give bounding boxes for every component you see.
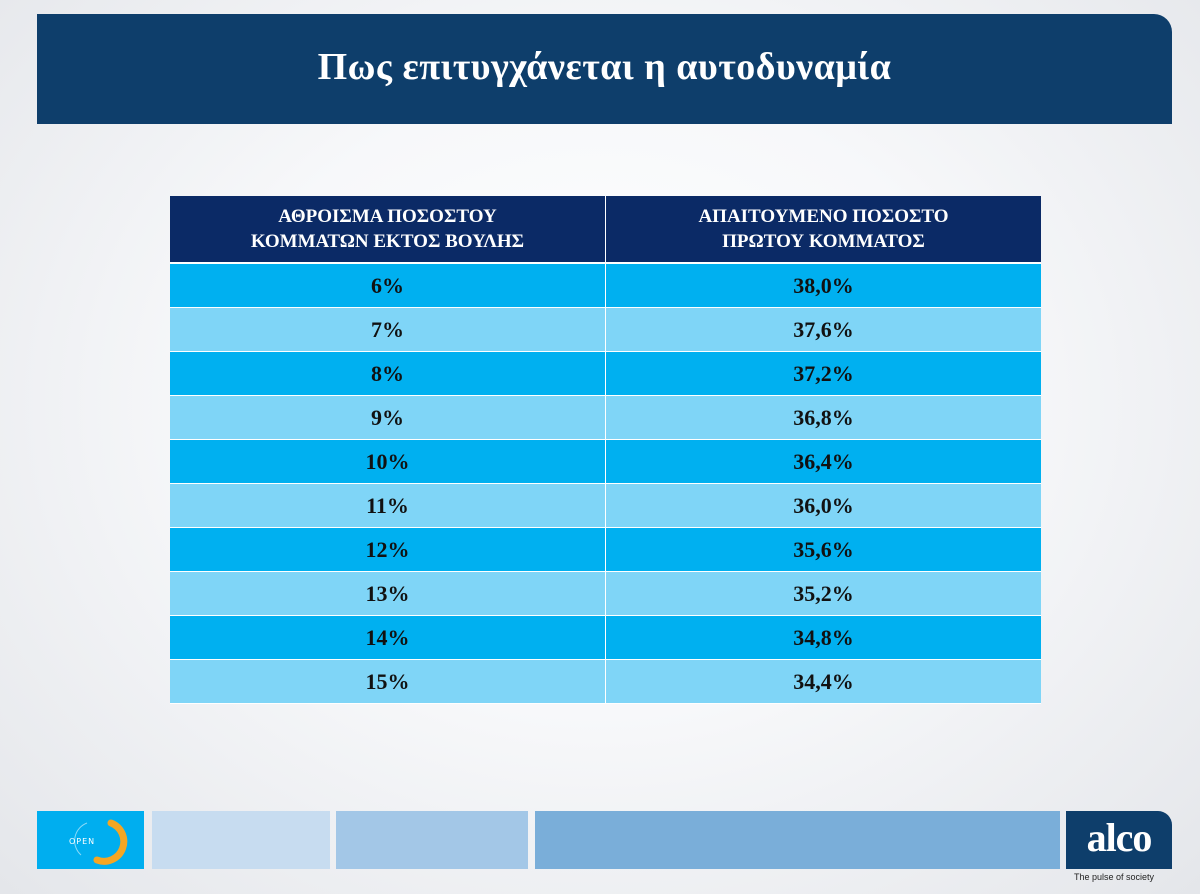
- table-row: 15% 34,4%: [170, 659, 1041, 704]
- page-title: Πως επιτυγχάνεται η αυτοδυναμία: [317, 46, 892, 88]
- table-row: 8% 37,2%: [170, 351, 1041, 396]
- table-row: 14% 34,8%: [170, 615, 1041, 660]
- cell-required-first-party-share: 35,6%: [605, 527, 1041, 572]
- table-row: 12% 35,6%: [170, 527, 1041, 572]
- open-logo-icon: OPEN: [69, 819, 128, 865]
- cell-outside-parliament-share: 14%: [170, 615, 606, 660]
- cell-outside-parliament-share: 13%: [170, 571, 606, 616]
- column-header-line: ΑΠΑΙΤΟΥΜΕΝΟ ΠΟΣΟΣΤΟ: [698, 206, 949, 227]
- cell-outside-parliament-share: 8%: [170, 351, 606, 396]
- brand-name: alco: [1086, 814, 1153, 860]
- data-table-container: ΑΘΡΟΙΣΜΑ ΠΟΣΟΣΤΟΥ ΚΟΜΜΑΤΩΝ ΕΚΤΟΣ ΒΟΥΛΗΣ …: [170, 196, 1041, 704]
- channel-logo: OPEN: [37, 811, 144, 869]
- table-row: 9% 36,8%: [170, 395, 1041, 440]
- brand-tagline: The pulse of society: [1074, 872, 1155, 882]
- cell-required-first-party-share: 35,2%: [605, 571, 1041, 616]
- table-row: 6% 38,0%: [170, 263, 1041, 308]
- column-header-line: ΠΡΩΤΟΥ ΚΟΜΜΑΤΟΣ: [722, 231, 925, 252]
- column-header-line: ΚΟΜΜΑΤΩΝ ΕΚΤΟΣ ΒΟΥΛΗΣ: [250, 231, 525, 252]
- cell-required-first-party-share: 37,6%: [605, 307, 1041, 352]
- cell-outside-parliament-share: 15%: [170, 659, 606, 704]
- cell-outside-parliament-share: 10%: [170, 439, 606, 484]
- cell-required-first-party-share: 38,0%: [605, 263, 1041, 308]
- cell-outside-parliament-share: 6%: [170, 263, 606, 308]
- cell-outside-parliament-share: 9%: [170, 395, 606, 440]
- footer-bar-segment: [535, 811, 1060, 869]
- cell-required-first-party-share: 36,8%: [605, 395, 1041, 440]
- footer-bar-segment: [152, 811, 330, 869]
- data-table: ΑΘΡΟΙΣΜΑ ΠΟΣΟΣΤΟΥ ΚΟΜΜΑΤΩΝ ΕΚΤΟΣ ΒΟΥΛΗΣ …: [170, 196, 1041, 704]
- table-row: 11% 36,0%: [170, 483, 1041, 528]
- table-row: 13% 35,2%: [170, 571, 1041, 616]
- footer-bar-segment: [336, 811, 528, 869]
- cell-required-first-party-share: 37,2%: [605, 351, 1041, 396]
- channel-logo-text: OPEN: [69, 837, 95, 846]
- cell-outside-parliament-share: 7%: [170, 307, 606, 352]
- table-row: 7% 37,6%: [170, 307, 1041, 352]
- cell-required-first-party-share: 36,4%: [605, 439, 1041, 484]
- title-bar: Πως επιτυγχάνεται η αυτοδυναμία: [37, 14, 1172, 124]
- table-header-row: ΑΘΡΟΙΣΜΑ ΠΟΣΟΣΤΟΥ ΚΟΜΜΑΤΩΝ ΕΚΤΟΣ ΒΟΥΛΗΣ …: [170, 196, 1041, 264]
- column-header-outside-parliament: ΑΘΡΟΙΣΜΑ ΠΟΣΟΣΤΟΥ ΚΟΜΜΑΤΩΝ ΕΚΤΟΣ ΒΟΥΛΗΣ: [170, 196, 606, 264]
- cell-required-first-party-share: 36,0%: [605, 483, 1041, 528]
- cell-required-first-party-share: 34,8%: [605, 615, 1041, 660]
- column-header-required-first-party: ΑΠΑΙΤΟΥΜΕΝΟ ΠΟΣΟΣΤΟ ΠΡΩΤΟΥ ΚΟΜΜΑΤΟΣ: [605, 196, 1041, 264]
- cell-outside-parliament-share: 11%: [170, 483, 606, 528]
- cell-required-first-party-share: 34,4%: [605, 659, 1041, 704]
- alco-logo: alco: [1066, 811, 1172, 869]
- table-row: 10% 36,4%: [170, 439, 1041, 484]
- table-body: 6% 38,0% 7% 37,6% 8% 37,2% 9% 36,8% 10% 36,4% 11% 3…: [170, 263, 1041, 704]
- column-header-line: ΑΘΡΟΙΣΜΑ ΠΟΣΟΣΤΟΥ: [278, 206, 497, 227]
- cell-outside-parliament-share: 12%: [170, 527, 606, 572]
